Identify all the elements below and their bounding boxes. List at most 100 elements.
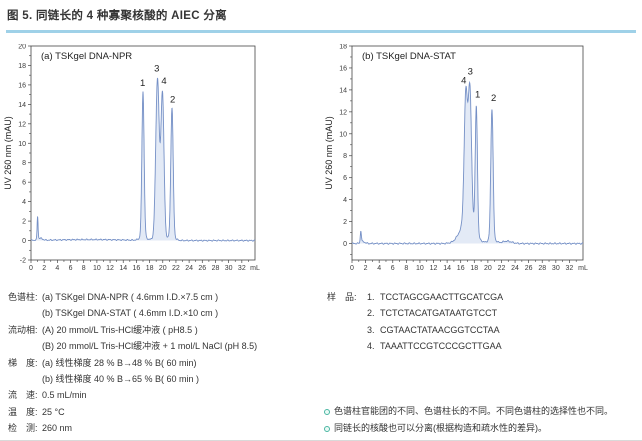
- x-tick-label: 8: [82, 265, 86, 272]
- sample-row: 4. TAAATTCCGTCCCGCTTGAA: [327, 338, 503, 354]
- note-bullet-icon: [324, 425, 330, 432]
- condition-label: [8, 371, 42, 387]
- y-tick-label: 20: [18, 44, 26, 51]
- sample-list: 样 品: 1. TCCTAGCGAACTTGCATCGA 2. TCTCTACATGAT…: [327, 289, 503, 355]
- x-tick-label: 2: [364, 265, 368, 272]
- note-text: 同链长的核酸也可以分离(根据构造和疏水性的差异)。: [334, 423, 547, 433]
- sample-label: [327, 322, 367, 338]
- x-tick-label: 16: [133, 265, 141, 272]
- chromatogram-chart-a: 0 2 4 6 8 10 12 14 16 18 20 22 24 26 28 30 32 mL-20246810…: [3, 44, 260, 272]
- condition-row: 检 测: 260 nm: [8, 420, 257, 436]
- x-tick-label: 22: [498, 265, 506, 272]
- x-tick-label: 6: [69, 265, 73, 272]
- condition-value: (b) TSKgel DNA-STAT ( 4.6mm I.D.×10 cm ): [42, 308, 219, 319]
- y-tick-label: 0: [343, 241, 347, 248]
- x-tick-label: 18: [470, 265, 478, 272]
- y-axis-label: UV 260 nm (mAU): [324, 116, 334, 190]
- sample-number: 4.: [367, 341, 375, 352]
- y-tick-label: 2: [22, 219, 26, 226]
- y-tick-label: 4: [22, 199, 26, 206]
- x-tick-label: 16: [457, 265, 465, 272]
- y-axis-label: UV 260 nm (mAU): [3, 116, 13, 190]
- condition-value: (A) 20 mmol/L Tris-HCl缓冲液 ( pH8.5 ): [42, 324, 198, 335]
- x-tick-label: 32: [566, 265, 574, 272]
- y-tick-label: 14: [339, 87, 347, 94]
- x-tick-label: 28: [212, 265, 220, 272]
- x-tick-label: 30: [225, 265, 233, 272]
- y-tick-label: 8: [22, 160, 26, 167]
- x-tick-label: 0: [29, 265, 33, 272]
- x-unit-label: mL: [578, 265, 588, 272]
- x-tick-label: 14: [119, 265, 127, 272]
- sample-sequence: TAAATTCCGTCCCGCTTGAA: [380, 341, 502, 352]
- x-tick-label: 4: [377, 265, 381, 272]
- figure-title: 图 5. 同链长的 4 种寡聚核酸的 AIEC 分离: [7, 10, 227, 22]
- peak-label: 4: [161, 76, 166, 87]
- note-bullet-icon: [324, 408, 330, 415]
- x-tick-label: 12: [106, 265, 114, 272]
- condition-label: [8, 305, 42, 321]
- condition-value: (B) 20 mmol/L Tris-HCl缓冲液 + 1 mol/L NaCl…: [42, 341, 258, 352]
- chromatogram-fill: [31, 78, 255, 242]
- chromatogram-trace: [351, 80, 584, 245]
- y-tick-label: -2: [20, 258, 26, 265]
- sample-label: 样 品:: [327, 292, 357, 302]
- y-tick-label: 18: [339, 44, 347, 51]
- sample-sequence: CGTAACTATAACGGTCCTAA: [380, 324, 500, 335]
- condition-label: 温 度:: [8, 406, 38, 417]
- x-tick-label: 22: [172, 265, 180, 272]
- peak-label: 1: [475, 90, 480, 101]
- y-tick-label: 16: [339, 65, 347, 72]
- x-tick-label: 14: [443, 265, 451, 272]
- x-tick-label: 12: [430, 265, 438, 272]
- chart-title: (b) TSKgel DNA-STAT: [362, 51, 456, 62]
- y-tick-label: 14: [18, 102, 26, 109]
- y-tick-label: 16: [18, 82, 26, 89]
- x-tick-label: 18: [146, 265, 154, 272]
- chromatogram-fill: [352, 82, 583, 245]
- condition-row: (B) 20 mmol/L Tris-HCl缓冲液 + 1 mol/L NaCl…: [8, 338, 257, 354]
- x-tick-label: 24: [185, 265, 193, 272]
- sample-row: 3. CGTAACTATAACGGTCCTAA: [327, 322, 503, 338]
- condition-value: (b) 线性梯度 40 % B→65 % B( 60 min ): [42, 374, 200, 385]
- condition-value: (a) 线性梯度 28 % B→48 % B( 60 min): [42, 357, 197, 368]
- condition-value: 0.5 mL/min: [42, 390, 87, 401]
- y-tick-label: 0: [22, 238, 26, 245]
- y-tick-label: 18: [18, 63, 26, 70]
- peak-label: 3: [468, 67, 473, 78]
- condition-row: 流动相: (A) 20 mmol/L Tris-HCl缓冲液 ( pH8.5 ): [8, 322, 257, 338]
- x-tick-label: 2: [42, 265, 46, 272]
- peak-label: 2: [491, 93, 496, 104]
- condition-row: (b) 线性梯度 40 % B→65 % B( 60 min ): [8, 371, 257, 387]
- condition-value: (a) TSKgel DNA-NPR ( 4.6mm I.D.×7.5 cm ): [42, 292, 219, 302]
- peak-label: 1: [140, 78, 145, 89]
- sample-sequence: TCTCTACATGATAATGTCCT: [380, 308, 498, 319]
- conditions-list: 色谱柱: (a) TSKgel DNA-NPR ( 4.6mm I.D.×7.5 …: [8, 289, 257, 437]
- x-tick-label: 26: [198, 265, 206, 272]
- y-tick-label: 10: [18, 141, 26, 148]
- chromatogram-trace: [30, 77, 256, 242]
- condition-label: 流动相:: [8, 324, 38, 335]
- y-tick-label: 6: [22, 180, 26, 187]
- x-tick-label: 26: [525, 265, 533, 272]
- sample-label: [327, 305, 367, 321]
- sample-sequence: TCCTAGCGAACTTGCATCGA: [380, 292, 504, 302]
- x-tick-label: 24: [511, 265, 519, 272]
- x-tick-label: 4: [55, 265, 59, 272]
- x-tick-label: 6: [391, 265, 395, 272]
- sample-row: 样 品: 1. TCCTAGCGAACTTGCATCGA: [327, 289, 503, 305]
- sample-number: 2.: [367, 308, 375, 319]
- y-tick-label: 10: [339, 131, 347, 138]
- sample-label: [327, 338, 367, 354]
- y-tick-label: 2: [343, 219, 347, 226]
- chart-title: (a) TSKgel DNA-NPR: [41, 51, 132, 62]
- peak-label: 3: [154, 63, 159, 74]
- condition-value: 260 nm: [42, 423, 73, 434]
- condition-row: 色谱柱: (a) TSKgel DNA-NPR ( 4.6mm I.D.×7.5 …: [8, 289, 257, 305]
- y-tick-label: 8: [343, 153, 347, 160]
- x-tick-label: 30: [552, 265, 560, 272]
- condition-label: 检 测:: [8, 423, 38, 434]
- x-tick-label: 32: [238, 265, 246, 272]
- sample-row: 2. TCTCTACATGATAATGTCCT: [327, 305, 503, 321]
